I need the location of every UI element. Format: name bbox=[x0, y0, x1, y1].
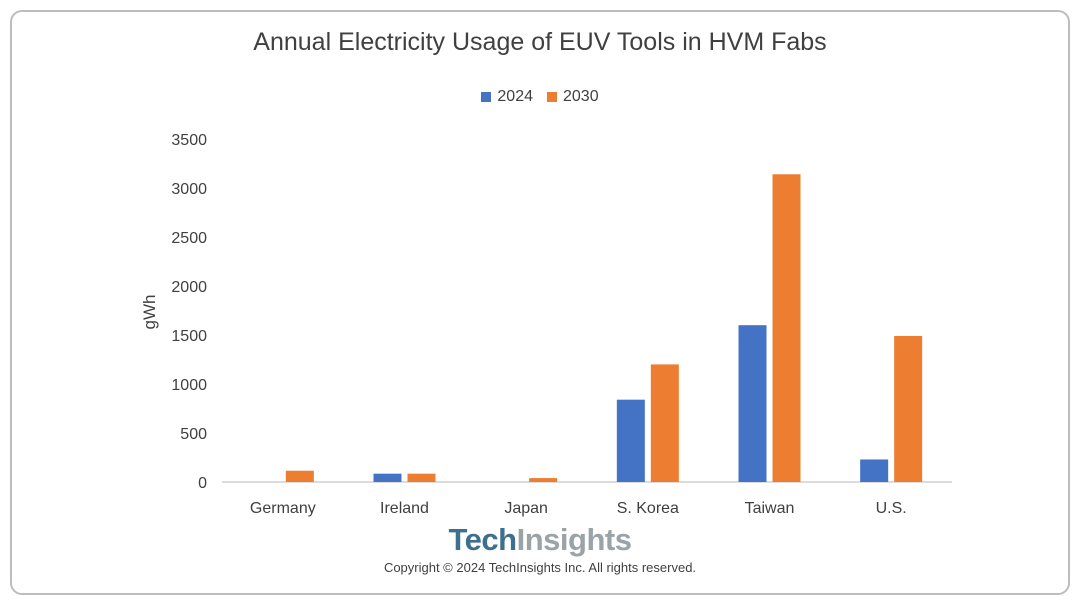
y-tick-label: 2500 bbox=[171, 230, 207, 247]
legend-label-2024: 2024 bbox=[497, 88, 533, 105]
bar-2030 bbox=[285, 470, 314, 482]
legend-swatch-2030 bbox=[547, 92, 557, 102]
legend-item-2030: 2030 bbox=[547, 88, 599, 106]
x-tick-label: Japan bbox=[504, 500, 548, 517]
x-tick-label: Germany bbox=[250, 500, 316, 517]
chart-frame bbox=[10, 10, 1070, 595]
chart-title: Annual Electricity Usage of EUV Tools in… bbox=[253, 28, 827, 56]
logo-text-tech: Tech bbox=[448, 522, 518, 557]
logo-text-insights: Insights bbox=[516, 522, 632, 557]
y-tick-label: 1000 bbox=[171, 377, 207, 394]
y-tick-label: 2000 bbox=[171, 279, 207, 296]
y-tick-label: 1500 bbox=[171, 328, 207, 345]
x-tick-label: U.S. bbox=[876, 500, 907, 517]
bar-2024 bbox=[860, 459, 889, 482]
techinsights-logo: TechInsights bbox=[0, 522, 1080, 558]
y-tick-label: 3500 bbox=[171, 132, 207, 149]
x-tick-label: Ireland bbox=[380, 500, 429, 517]
legend-item-2024: 2024 bbox=[481, 88, 533, 106]
bar-2024 bbox=[616, 399, 645, 482]
legend-swatch-2024 bbox=[481, 92, 492, 102]
legend-label-2030: 2030 bbox=[563, 88, 599, 105]
bar-2024 bbox=[373, 473, 402, 482]
bar-2024 bbox=[738, 325, 767, 482]
y-tick-label: 500 bbox=[180, 426, 207, 443]
legend: 2024 2030 bbox=[0, 88, 1080, 106]
x-tick-label: Taiwan bbox=[745, 500, 795, 517]
y-tick-label: 0 bbox=[198, 475, 207, 492]
bar-2030 bbox=[529, 478, 558, 482]
copyright-notice: Copyright © 2024 TechInsights Inc. All r… bbox=[383, 560, 697, 575]
y-tick-label: 3000 bbox=[171, 181, 207, 198]
x-tick-label: S. Korea bbox=[617, 500, 679, 517]
bar-2030 bbox=[407, 473, 436, 482]
bar-2030 bbox=[772, 174, 801, 482]
bar-2030 bbox=[650, 364, 679, 482]
bar-2030 bbox=[894, 335, 923, 482]
